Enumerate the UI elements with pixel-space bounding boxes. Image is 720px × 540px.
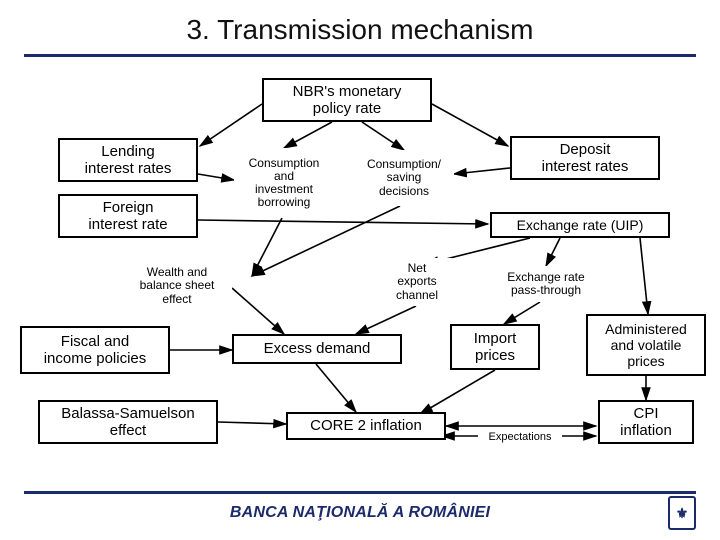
node-lending: Lendinginterest rates [58, 138, 198, 182]
arrow-0 [200, 104, 262, 146]
footer-text: BANCA NAŢIONALĂ A ROMÂNIEI [0, 504, 720, 522]
arrow-12 [356, 306, 416, 334]
footer-rule [24, 491, 696, 494]
node-excess: Excess demand [232, 334, 402, 364]
arrow-5 [454, 168, 510, 174]
node-nbr: NBR's monetarypolicy rate [262, 78, 432, 122]
node-wealth: Wealth andbalance sheeteffect [122, 262, 232, 310]
node-exrate: Exchange rate (UIP) [490, 212, 670, 238]
node-foreign: Foreigninterest rate [58, 194, 198, 238]
node-fiscal: Fiscal andincome policies [20, 326, 170, 374]
node-import: Importprices [450, 324, 540, 370]
arrow-16 [420, 370, 495, 414]
arrow-11 [232, 288, 284, 334]
node-admin: Administeredand volatileprices [586, 314, 706, 376]
arrow-4 [198, 174, 234, 180]
arrow-17 [316, 364, 356, 412]
arrow-7 [252, 218, 282, 276]
node-expect: Expectations [478, 428, 562, 446]
node-cons_inv: Consumptionandinvestmentborrowing [234, 148, 334, 218]
node-balassa: Balassa-Samuelsoneffect [38, 400, 218, 444]
arrow-15 [640, 238, 648, 314]
node-passth: Exchange ratepass-through [486, 266, 606, 302]
arrow-2 [284, 122, 332, 148]
node-deposit: Depositinterest rates [510, 136, 660, 180]
page-title: 3. Transmission mechanism [0, 0, 720, 54]
arrow-10 [546, 238, 560, 266]
diagram-canvas: NBR's monetarypolicy rate Lendinginterest… [0, 64, 720, 484]
arrow-1 [432, 104, 508, 146]
nbr-logo-icon: ⚜ [668, 496, 696, 530]
arrow-6 [198, 220, 488, 224]
arrow-3 [362, 122, 404, 150]
node-cons_sav: Consumption/savingdecisions [354, 150, 454, 206]
node-cpi: CPIinflation [598, 400, 694, 444]
node-core2: CORE 2 inflation [286, 412, 446, 440]
arrow-14 [504, 302, 540, 324]
node-netexp: Netexportschannel [382, 258, 452, 306]
arrow-18 [218, 422, 286, 424]
top-rule [24, 54, 696, 57]
